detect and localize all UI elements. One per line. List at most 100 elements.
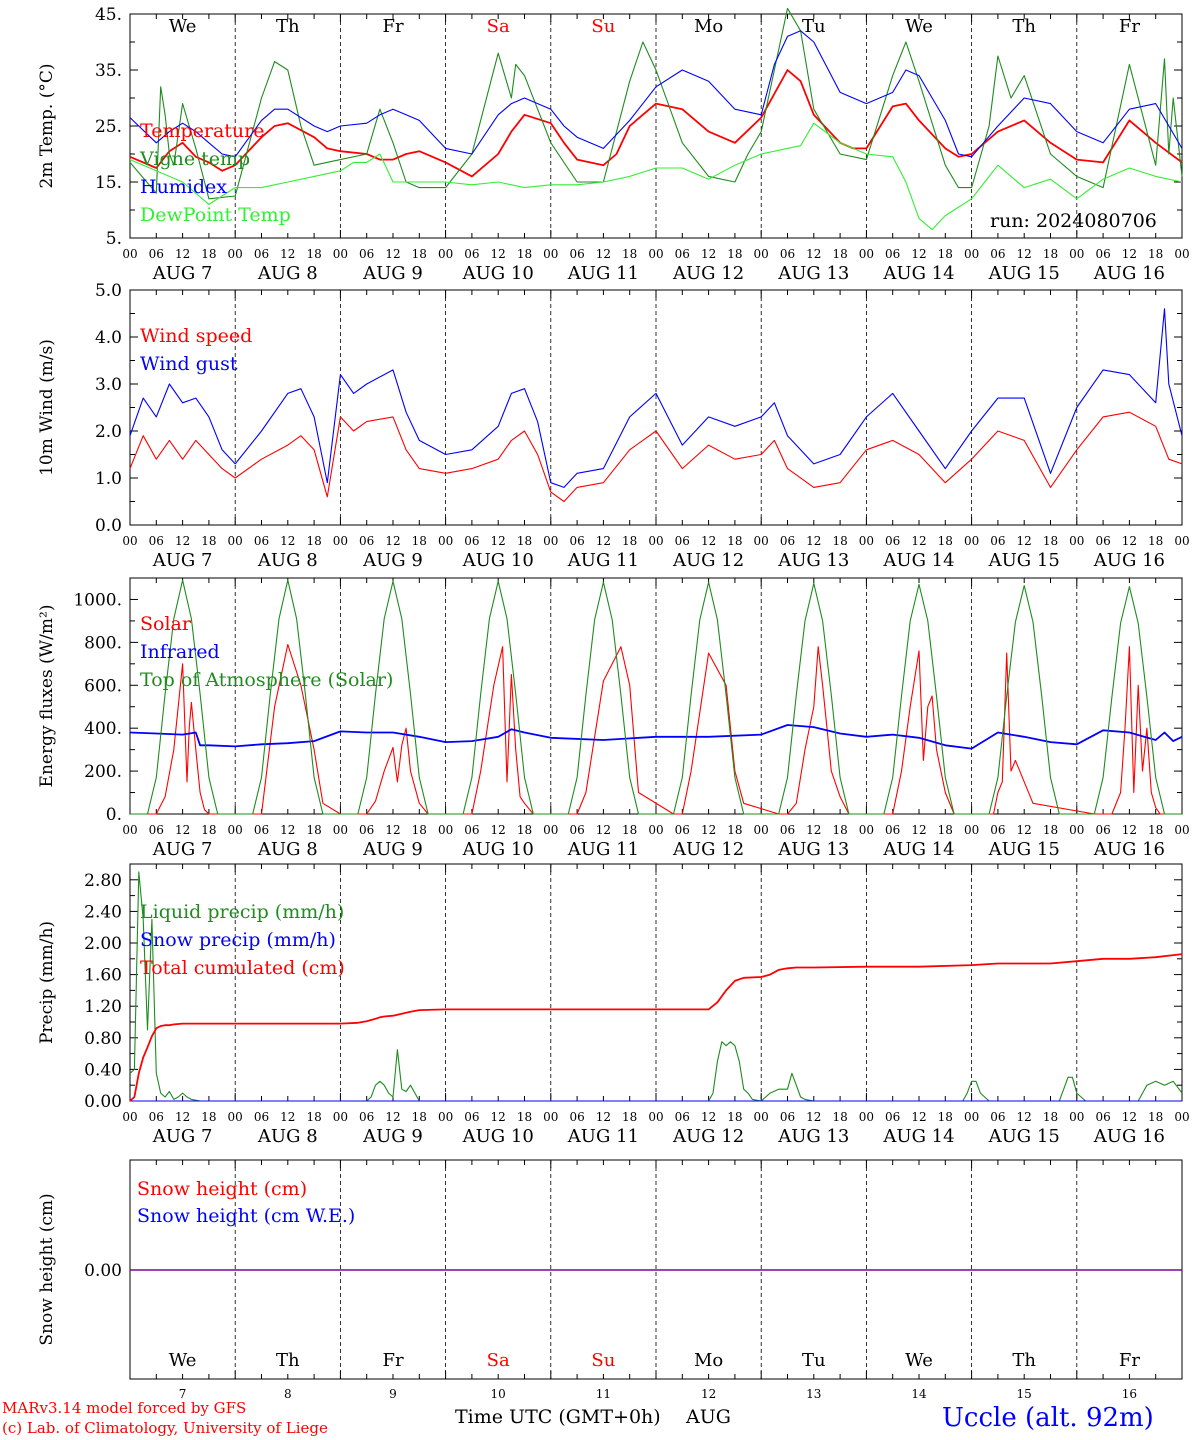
y-tick-label: 45. bbox=[95, 5, 122, 25]
hour-label: 06 bbox=[359, 823, 374, 837]
hour-label: 06 bbox=[885, 1110, 900, 1124]
series-dewpoint-temp bbox=[129, 122, 1183, 231]
hour-label: 06 bbox=[885, 534, 900, 548]
hour-label: 12 bbox=[175, 534, 190, 548]
hour-label: 12 bbox=[385, 1110, 400, 1124]
hour-label: 12 bbox=[596, 247, 611, 261]
date-label: AUG 11 bbox=[567, 550, 639, 571]
hour-label: 06 bbox=[254, 534, 269, 548]
hour-label: 12 bbox=[1017, 534, 1032, 548]
hour-label: 00 bbox=[859, 1110, 874, 1124]
date-label: AUG 12 bbox=[672, 1126, 744, 1147]
hour-label: 18 bbox=[938, 823, 953, 837]
hour-label: 18 bbox=[517, 1110, 532, 1124]
date-label: AUG 7 bbox=[152, 263, 213, 284]
hour-label: 12 bbox=[491, 823, 506, 837]
hour-label: 12 bbox=[806, 247, 821, 261]
series-liquid-precip-mm-h- bbox=[129, 871, 1183, 1102]
date-label: AUG 8 bbox=[257, 1126, 318, 1147]
legend-label: Top of Atmosphere (Solar) bbox=[140, 669, 393, 691]
series-infrared bbox=[129, 724, 1183, 750]
date-bottom: 7 bbox=[179, 1387, 187, 1401]
series-total-cumulated-cm- bbox=[129, 953, 1183, 1102]
hour-label: 00 bbox=[648, 247, 663, 261]
hour-label: 18 bbox=[306, 823, 321, 837]
hour-label: 12 bbox=[175, 1110, 190, 1124]
date-label: AUG 9 bbox=[362, 1126, 423, 1147]
date-label: AUG 13 bbox=[777, 839, 849, 860]
weekday-bottom: Sa bbox=[487, 1350, 510, 1371]
hour-label: 12 bbox=[1017, 247, 1032, 261]
date-label: AUG 7 bbox=[152, 1126, 213, 1147]
legend-label: Snow height (cm) bbox=[137, 1178, 307, 1200]
hour-label: 06 bbox=[780, 247, 795, 261]
hour-label: 12 bbox=[911, 247, 926, 261]
date-bottom: 11 bbox=[596, 1387, 611, 1401]
legend-label: Liquid precip (mm/h) bbox=[140, 901, 344, 923]
date-bottom: 12 bbox=[701, 1387, 716, 1401]
date-label: AUG 9 bbox=[362, 263, 423, 284]
y-tick-label: 25. bbox=[95, 117, 122, 137]
hour-label: 06 bbox=[675, 247, 690, 261]
y-tick-label: 0.00 bbox=[84, 1092, 122, 1112]
legend-label: Snow height (cm W.E.) bbox=[137, 1205, 355, 1227]
hour-label: 00 bbox=[228, 247, 243, 261]
hour-label: 06 bbox=[1095, 247, 1110, 261]
panel-1 bbox=[129, 7, 1183, 239]
y-tick-label: 2.00 bbox=[84, 934, 122, 954]
hour-label: 06 bbox=[464, 247, 479, 261]
hour-label: 06 bbox=[359, 534, 374, 548]
date-label: AUG 7 bbox=[152, 839, 213, 860]
y-tick-label: 15. bbox=[95, 173, 122, 193]
hour-label: 18 bbox=[306, 247, 321, 261]
date-label: AUG 10 bbox=[462, 263, 534, 284]
hour-label: 06 bbox=[1095, 1110, 1110, 1124]
y-axis-label: 2m Temp. (°C) bbox=[37, 63, 57, 188]
hour-label: 06 bbox=[675, 1110, 690, 1124]
hour-label: 06 bbox=[990, 247, 1005, 261]
weekday-bottom: We bbox=[169, 1350, 197, 1371]
date-label: AUG 13 bbox=[777, 263, 849, 284]
y-tick-label: 0. bbox=[106, 805, 122, 825]
hour-label: 12 bbox=[280, 534, 295, 548]
hour-label: 00 bbox=[648, 534, 663, 548]
date-label: AUG 9 bbox=[362, 839, 423, 860]
hour-label: 06 bbox=[675, 534, 690, 548]
hour-label: 18 bbox=[832, 247, 847, 261]
y-tick-label: 2.0 bbox=[95, 422, 122, 442]
hour-label: 18 bbox=[412, 1110, 427, 1124]
hour-label: 06 bbox=[1095, 823, 1110, 837]
y-tick-label: 5.0 bbox=[95, 281, 122, 301]
time-axis-label: Time UTC (GMT+0h) bbox=[455, 1406, 661, 1428]
date-label: AUG 16 bbox=[1093, 263, 1165, 284]
date-label: AUG 8 bbox=[257, 839, 318, 860]
hour-label: 18 bbox=[306, 1110, 321, 1124]
weekday-top: Th bbox=[276, 16, 300, 37]
y-tick-label: 35. bbox=[95, 61, 122, 81]
hour-label: 12 bbox=[280, 1110, 295, 1124]
date-bottom: 10 bbox=[491, 1387, 506, 1401]
weekday-bottom: Th bbox=[1012, 1350, 1036, 1371]
hour-label: 00 bbox=[1069, 823, 1084, 837]
series-wind-speed bbox=[129, 411, 1183, 503]
date-label: AUG 11 bbox=[567, 263, 639, 284]
hour-label: 06 bbox=[254, 247, 269, 261]
weekday-bottom: Su bbox=[591, 1350, 615, 1371]
hour-label: 00 bbox=[859, 534, 874, 548]
hour-label: 18 bbox=[622, 1110, 637, 1124]
date-label: AUG 15 bbox=[988, 550, 1060, 571]
hour-label: 12 bbox=[596, 1110, 611, 1124]
date-label: AUG 15 bbox=[988, 839, 1060, 860]
hour-label: 12 bbox=[806, 534, 821, 548]
month-label: AUG bbox=[686, 1406, 731, 1428]
date-label: AUG 8 bbox=[257, 263, 318, 284]
y-tick-label: 0.00 bbox=[84, 1261, 122, 1281]
hour-label: 12 bbox=[806, 1110, 821, 1124]
legend-label: Vigne temp bbox=[139, 148, 250, 170]
hour-label: 18 bbox=[622, 823, 637, 837]
panel-4 bbox=[129, 863, 1183, 1102]
hour-label: 12 bbox=[1122, 247, 1137, 261]
date-label: AUG 12 bbox=[672, 839, 744, 860]
hour-label: 06 bbox=[885, 823, 900, 837]
hour-label: 18 bbox=[727, 247, 742, 261]
